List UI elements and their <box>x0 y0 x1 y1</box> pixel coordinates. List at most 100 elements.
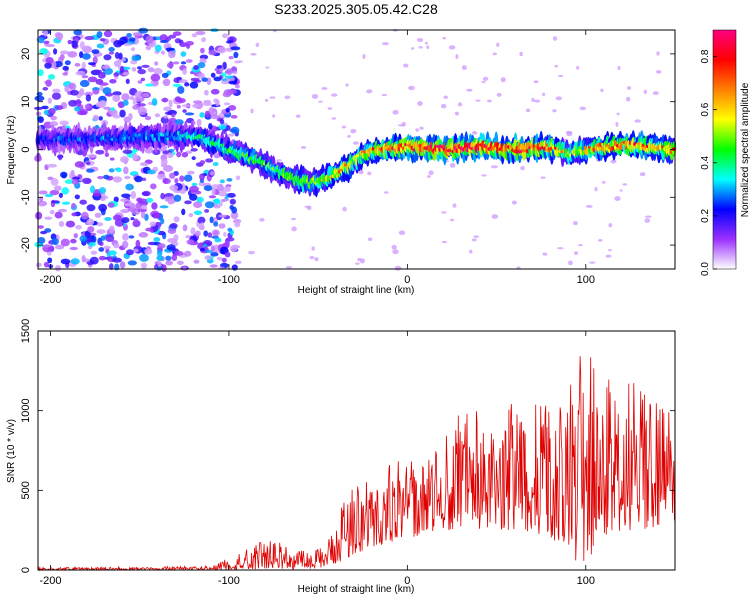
spectrogram-noise-point <box>64 60 71 66</box>
spectrogram-noise-point <box>520 165 525 171</box>
spectrogram-noise-point <box>123 166 129 175</box>
spectrogram-noise-point <box>230 126 240 134</box>
spectrogram-noise-point <box>204 255 212 261</box>
spectrogram-x-ticks: -200 -100 0 100 <box>39 30 595 286</box>
spectrogram-noise-point <box>209 216 214 224</box>
spectrogram-noise-point <box>614 196 621 202</box>
spectrogram-noise-point <box>167 228 177 235</box>
spectrogram-noise-point <box>203 230 209 237</box>
spectrogram-noise-point <box>54 185 62 192</box>
spectrogram-noise-point <box>98 255 107 261</box>
spectrogram-noise-point <box>554 65 559 68</box>
spectrogram-noise-point <box>500 77 506 83</box>
spectrogram-noise-point <box>652 91 659 96</box>
spectrogram-noise-point <box>382 42 389 46</box>
spectrogram-noise-point <box>222 33 229 39</box>
snr-x-ticks: -200 -100 0 100 <box>39 331 595 587</box>
spectrogram-noise-point <box>622 183 628 186</box>
spectrogram-noise-point <box>103 106 111 110</box>
spectrogram-noise-point <box>129 96 135 101</box>
spectrogram-noise-point <box>98 82 109 86</box>
spectrogram-noise-point <box>139 162 150 166</box>
spectrogram-noise-point <box>167 200 174 205</box>
spectrogram-noise-point <box>656 51 660 56</box>
spectrogram-noise-point <box>182 104 191 108</box>
spectrogram-noise-point <box>113 196 119 203</box>
spectrogram-noise-point <box>276 159 282 162</box>
spectrogram-noise-point <box>62 65 69 71</box>
spectrogram-noise-point <box>95 149 105 155</box>
spectrogram-noise-point <box>75 99 82 107</box>
spectrogram-noise-point <box>104 216 112 221</box>
spectrogram-noise-point <box>227 227 233 232</box>
spectrogram-noise-point <box>89 232 97 236</box>
spectrogram-noise-point <box>55 244 65 250</box>
spectrogram-noise-point <box>265 66 270 69</box>
spectrogram-noise-point <box>110 107 115 112</box>
spectrogram-noise-point <box>113 72 120 77</box>
spectrogram-noise-point <box>221 198 228 201</box>
snr-frame <box>37 330 676 571</box>
spectrogram-noise-point <box>90 185 96 194</box>
spectrogram-noise-point <box>169 184 179 191</box>
x-tick-label: 100 <box>577 274 595 286</box>
spectrogram-noise-point <box>250 53 257 56</box>
spectrogram-noise-point <box>62 72 68 76</box>
spectrogram-noise-point <box>79 79 90 88</box>
spectrogram-noise-point <box>169 172 176 179</box>
spectrogram-noise-point <box>156 255 164 262</box>
spectrogram-noise-point <box>461 65 467 70</box>
spectrogram-noise-point <box>108 225 115 234</box>
spectrogram-noise-point <box>172 61 180 65</box>
spectrogram-noise-point <box>98 187 107 194</box>
spectrogram-noise-point <box>90 250 98 255</box>
spectrogram-noise-point <box>216 256 223 261</box>
spectrogram-noise-point <box>392 109 399 115</box>
spectrogram-noise-point <box>160 192 165 200</box>
spectrogram-noise-point <box>52 238 59 246</box>
spectrogram-noise-point <box>109 263 114 270</box>
spectrogram-noise-point <box>643 89 647 95</box>
spectrogram-noise-point <box>401 121 406 127</box>
spectrogram-noise-point <box>160 218 165 225</box>
spectrogram-noise-point <box>92 114 99 122</box>
spectrogram-noise-point <box>86 161 91 165</box>
snr-panel: -200 -100 0 100 0 500 1000 1500 Height of stra… <box>6 319 676 595</box>
spectrogram-noise-point <box>644 218 651 223</box>
spectrogram-noise-point <box>98 71 106 79</box>
spectrogram-noise-point <box>342 206 347 212</box>
spectrogram-noise-point <box>184 112 195 116</box>
spectrogram-noise-point <box>48 108 56 115</box>
spectrogram-noise-point <box>469 249 473 254</box>
spectrogram-noise-point <box>34 106 44 111</box>
spectrogram-noise-point <box>161 72 169 79</box>
spectrogram-noise-point <box>533 80 539 84</box>
spectrogram-noise-point <box>218 124 227 130</box>
spectrogram-noise-point <box>203 185 213 192</box>
y-tick-label: 10 <box>20 96 32 108</box>
spectrogram-noise-point <box>154 44 162 52</box>
spectrogram-noise-point <box>145 197 154 203</box>
spectrogram-noise-point <box>165 260 174 266</box>
spectrogram-noise-point <box>121 240 129 249</box>
spectrogram-noise-point <box>74 161 85 168</box>
spectrogram-noise-point <box>259 217 265 222</box>
spectrogram-noise-point <box>86 204 96 212</box>
spectrogram-noise-point <box>223 102 231 106</box>
spectrogram-noise-point <box>151 98 158 106</box>
spectrogram-noise-point <box>59 120 70 126</box>
spectrogram-noise-point <box>145 35 154 44</box>
spectrogram-noise-point <box>269 96 276 99</box>
spectrogram-noise-point <box>441 241 448 244</box>
spectrogram-noise-point <box>80 211 89 220</box>
spectrogram-noise-point <box>211 187 216 196</box>
spectrogram-noise-point <box>218 266 226 271</box>
spectrogram-noise-point <box>655 70 662 74</box>
spectrogram-noise-point <box>87 226 95 233</box>
spectrogram-noise-point <box>311 246 315 251</box>
spectrogram-noise-point <box>140 210 146 219</box>
spectrogram-noise-point <box>84 91 94 97</box>
spectrogram-noise-point <box>347 135 351 138</box>
spectrogram-noise-point <box>96 229 106 234</box>
spectrogram-noise-point <box>626 86 632 90</box>
